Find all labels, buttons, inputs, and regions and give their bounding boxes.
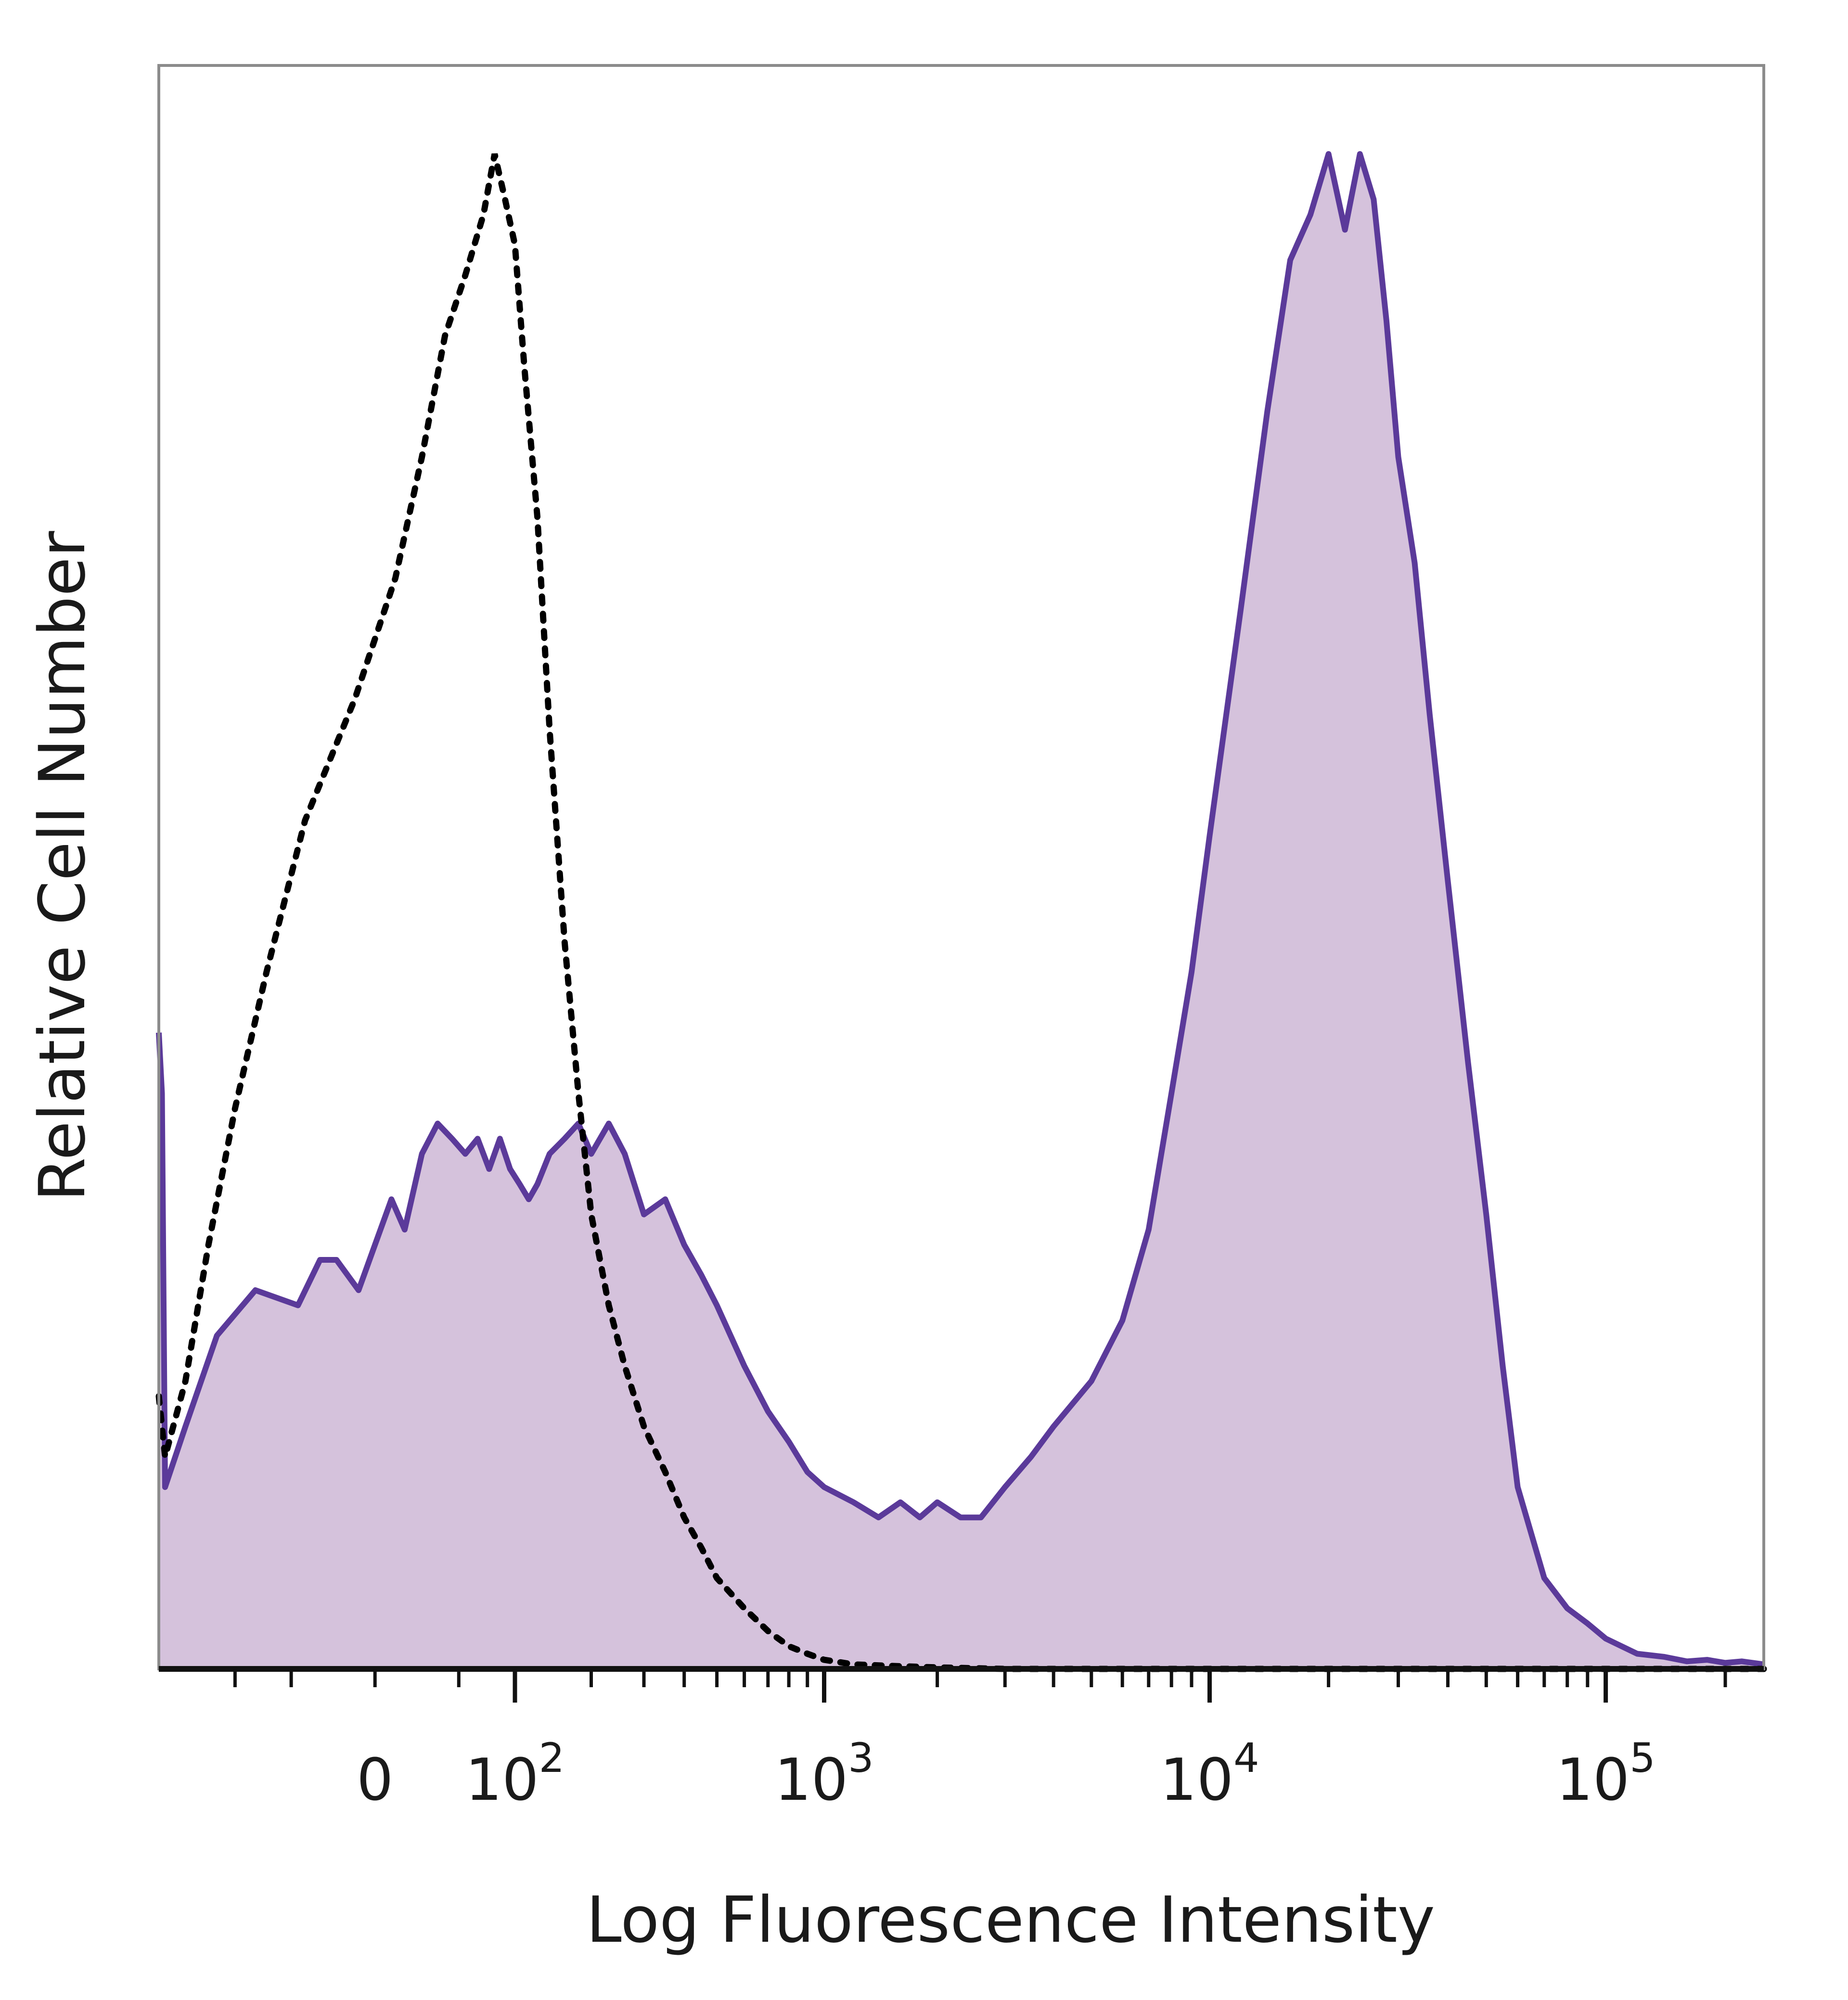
x-tick-label: 104	[1160, 1734, 1259, 1814]
x-tick-label: 105	[1556, 1734, 1656, 1814]
x-tick-label: 103	[774, 1734, 873, 1814]
x-tick-label: 102	[465, 1734, 565, 1814]
x-axis-title: Log Fluorescence Intensity	[586, 1883, 1435, 1957]
stained-sample-area-fill	[159, 154, 1764, 1669]
x-axis-tick-labels: 0 102 103 104 105	[357, 1734, 1656, 1814]
stained-sample-histogram-line	[156, 151, 1764, 1667]
x-tick-label: 0	[357, 1747, 393, 1814]
x-axis-ticks	[233, 1669, 1727, 1703]
y-axis-title: Relative Cell Number	[26, 531, 100, 1202]
